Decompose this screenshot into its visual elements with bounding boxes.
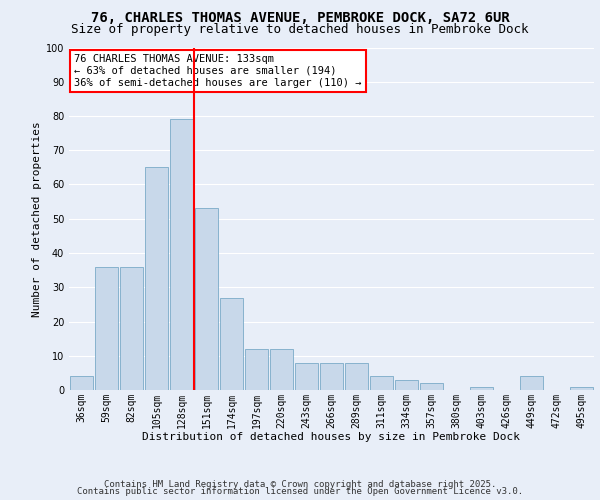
- Y-axis label: Number of detached properties: Number of detached properties: [32, 121, 41, 316]
- Bar: [395, 380, 418, 390]
- Bar: [295, 362, 318, 390]
- X-axis label: Distribution of detached houses by size in Pembroke Dock: Distribution of detached houses by size …: [143, 432, 521, 442]
- Bar: [345, 362, 368, 390]
- Bar: [220, 298, 243, 390]
- Bar: [95, 266, 118, 390]
- Bar: [70, 376, 93, 390]
- Text: 76 CHARLES THOMAS AVENUE: 133sqm
← 63% of detached houses are smaller (194)
36% : 76 CHARLES THOMAS AVENUE: 133sqm ← 63% o…: [74, 54, 362, 88]
- Bar: [270, 349, 293, 390]
- Text: Contains public sector information licensed under the Open Government Licence v3: Contains public sector information licen…: [77, 488, 523, 496]
- Text: Contains HM Land Registry data © Crown copyright and database right 2025.: Contains HM Land Registry data © Crown c…: [104, 480, 496, 489]
- Bar: [170, 120, 193, 390]
- Bar: [470, 386, 493, 390]
- Bar: [570, 386, 593, 390]
- Text: Size of property relative to detached houses in Pembroke Dock: Size of property relative to detached ho…: [71, 22, 529, 36]
- Bar: [120, 266, 143, 390]
- Bar: [370, 376, 393, 390]
- Text: 76, CHARLES THOMAS AVENUE, PEMBROKE DOCK, SA72 6UR: 76, CHARLES THOMAS AVENUE, PEMBROKE DOCK…: [91, 11, 509, 25]
- Bar: [520, 376, 543, 390]
- Bar: [245, 349, 268, 390]
- Bar: [195, 208, 218, 390]
- Bar: [145, 168, 168, 390]
- Bar: [320, 362, 343, 390]
- Bar: [420, 383, 443, 390]
